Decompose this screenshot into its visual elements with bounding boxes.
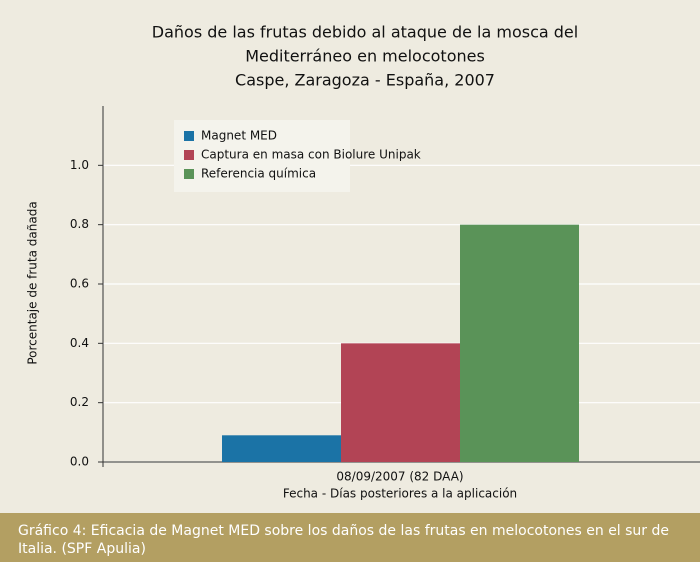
y-tick-label: 0.4 (70, 336, 89, 350)
bar (222, 435, 341, 462)
chart-title: Caspe, Zaragoza - España, 2007 (235, 71, 495, 90)
bar (341, 343, 460, 462)
x-axis-label: Fecha - Días posteriores a la aplicación (283, 487, 517, 501)
x-tick-label: 08/09/2007 (82 DAA) (336, 470, 463, 484)
chart-title: Mediterráneo en melocotones (245, 47, 485, 66)
caption: Gráfico 4: Eficacia de Magnet MED sobre … (0, 513, 700, 562)
legend-swatch (184, 169, 194, 179)
y-tick-label: 0.8 (70, 217, 89, 231)
legend-swatch (184, 150, 194, 160)
chart-title: Daños de las frutas debido al ataque de … (152, 23, 578, 42)
y-axis-label: Porcentaje de fruta dañada (26, 201, 40, 364)
bar (460, 224, 579, 462)
legend-label: Captura en masa con Biolure Unipak (201, 148, 421, 162)
y-tick-label: 1.0 (70, 158, 89, 172)
legend-swatch (184, 131, 194, 141)
y-tick-label: 0.6 (70, 277, 89, 291)
legend-box (174, 120, 350, 192)
legend-label: Referencia química (201, 167, 316, 181)
legend-label: Magnet MED (201, 129, 277, 143)
chart: Daños de las frutas debido al ataque de … (26, 23, 700, 501)
y-tick-label: 0.2 (70, 395, 89, 409)
y-tick-label: 0.0 (70, 455, 89, 469)
